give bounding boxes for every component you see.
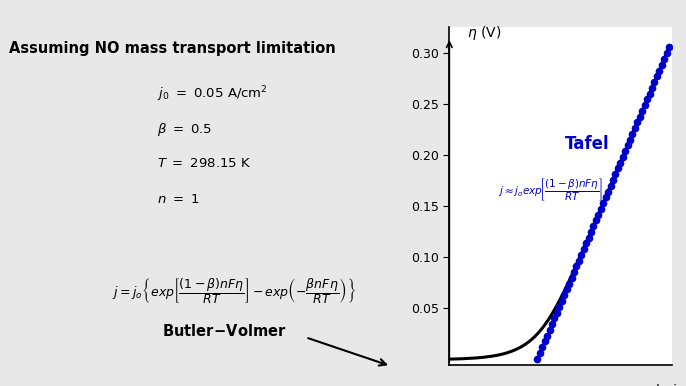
Text: Tafel: Tafel: [565, 135, 610, 153]
Text: $j_0\ =\ 0.05\ \mathrm{A/cm^2}$: $j_0\ =\ 0.05\ \mathrm{A/cm^2}$: [157, 85, 268, 104]
Text: $j = j_o \left\{exp\left[\dfrac{(1-\beta)nF\eta}{RT}\right] - exp\left(-\dfrac{\: $j = j_o \left\{exp\left[\dfrac{(1-\beta…: [113, 276, 357, 306]
Text: $\beta\ =\ 0.5$: $\beta\ =\ 0.5$: [157, 121, 213, 138]
Text: $T\ =\ 298.15\ \mathrm{K}$: $T\ =\ 298.15\ \mathrm{K}$: [157, 157, 252, 170]
Text: $n\ =\ 1$: $n\ =\ 1$: [157, 193, 200, 206]
Text: $\mathbf{Butler\!-\!Volmer}$: $\mathbf{Butler\!-\!Volmer}$: [162, 323, 286, 339]
Text: Assuming NO mass transport limitation: Assuming NO mass transport limitation: [9, 41, 335, 56]
Text: $\eta\ \mathrm{(V)}$: $\eta\ \mathrm{(V)}$: [467, 24, 501, 42]
Text: $j \approx j_o exp\!\left[\dfrac{(1-\beta)nF\eta}{RT}\right]$: $j \approx j_o exp\!\left[\dfrac{(1-\bet…: [498, 176, 604, 203]
Text: ln $j$: ln $j$: [654, 382, 677, 386]
